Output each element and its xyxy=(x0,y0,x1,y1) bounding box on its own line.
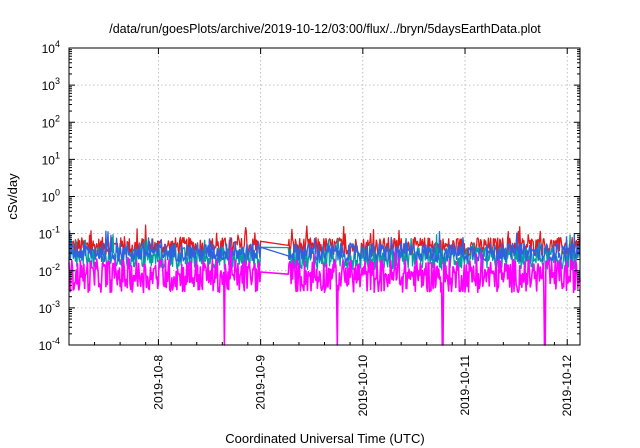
y-tick-label: 10-4 xyxy=(39,336,60,353)
series-line-4 xyxy=(68,247,581,346)
x-tick-label: 2019-10-12 xyxy=(560,355,574,417)
y-axis: 10-4 10-3 10-2 10-1 100 101 102 103 104 xyxy=(39,39,580,353)
x-axis-label: Coordinated Universal Time (UTC) xyxy=(225,431,424,446)
x-tick-label: 2019-10-8 xyxy=(151,355,165,410)
x-tick-label: 2019-10-9 xyxy=(254,355,268,410)
y-tick-label: 101 xyxy=(42,150,60,167)
y-axis-label: cSv/day xyxy=(5,173,20,220)
series-group xyxy=(68,224,581,346)
grid xyxy=(69,47,580,346)
y-tick-label: 100 xyxy=(42,188,60,205)
y-tick-label: 10-2 xyxy=(39,262,60,279)
y-tick-label: 10-1 xyxy=(39,225,60,242)
y-tick-label: 103 xyxy=(42,76,60,93)
y-tick-label: 10-3 xyxy=(39,299,60,316)
x-axis: 2019-10-8 2019-10-9 2019-10-10 2019-10-11 20… xyxy=(68,48,581,417)
series-line-3 xyxy=(68,230,581,263)
x-tick-label: 2019-10-10 xyxy=(356,355,370,417)
x-tick-label: 2019-10-11 xyxy=(458,355,472,416)
y-tick-label: 102 xyxy=(42,113,60,130)
y-tick-label: 104 xyxy=(42,39,60,56)
chart-title: /data/run/goesPlots/archive/2019-10-12/0… xyxy=(109,22,541,36)
